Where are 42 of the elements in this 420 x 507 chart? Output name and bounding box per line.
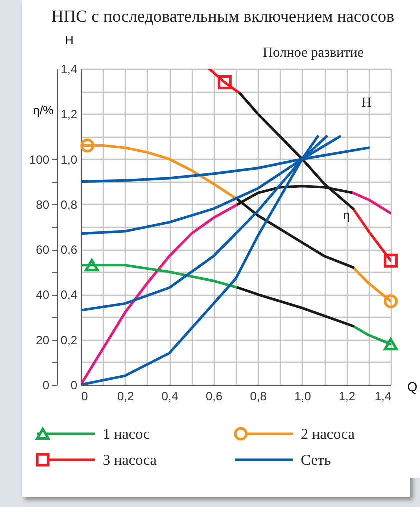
y-tick-label: 0,6 <box>60 243 78 258</box>
y-tick-label: 0,8 <box>60 198 78 212</box>
y-tick-label: 0,4 <box>60 288 78 302</box>
y2-tick-label: 20 <box>36 333 50 348</box>
x-tick-label: 0 <box>82 390 88 404</box>
x-tick-label: 1,4 <box>374 390 392 404</box>
line-series <box>236 286 355 328</box>
annotation: η <box>343 208 350 224</box>
line-series <box>239 92 355 210</box>
y-tick-label: 1,2 <box>60 108 78 122</box>
legend-label: Сеть <box>301 453 332 469</box>
y2-tick-label: 0 <box>42 378 50 392</box>
x-tick-label: 1,2 <box>338 390 356 404</box>
point <box>218 76 232 90</box>
y-tick-label: 1,0 <box>60 152 78 167</box>
line-series <box>81 203 240 385</box>
y-tick-label: 0,2 <box>60 333 78 348</box>
x-tick-label: 0,6 <box>206 390 224 404</box>
y2-tick-label: 80 <box>36 198 50 212</box>
y-axis-title: H <box>65 34 74 48</box>
point <box>85 259 100 272</box>
y2-tick-label: 100 <box>29 152 50 167</box>
text: Полное развитие <box>263 46 364 62</box>
x-tick-label: 1,0 <box>294 390 312 404</box>
y2-tick-label: 60 <box>36 243 50 258</box>
y2-axis-title: η/% <box>33 104 54 118</box>
point <box>80 138 95 153</box>
point <box>384 338 398 351</box>
x-axis-title: Q <box>408 380 418 394</box>
x-tick-label: 0,8 <box>250 390 268 404</box>
legend-label: 1 насос <box>103 427 150 443</box>
point <box>384 254 398 268</box>
y-tick-label: 1,4 <box>60 62 78 76</box>
x-tick-label: 0,2 <box>117 390 134 404</box>
x-tick-label: 0,4 <box>162 390 179 404</box>
annotation: H <box>362 96 372 111</box>
point <box>384 294 398 308</box>
y2-tick-label: 40 <box>36 288 50 302</box>
chart-title: НПС с последовательным включением насосов <box>52 7 395 26</box>
legend-label: 2 насоса <box>301 427 356 443</box>
legend-label: 3 насоса <box>103 453 158 469</box>
y-tick-label: 0 <box>70 378 78 392</box>
